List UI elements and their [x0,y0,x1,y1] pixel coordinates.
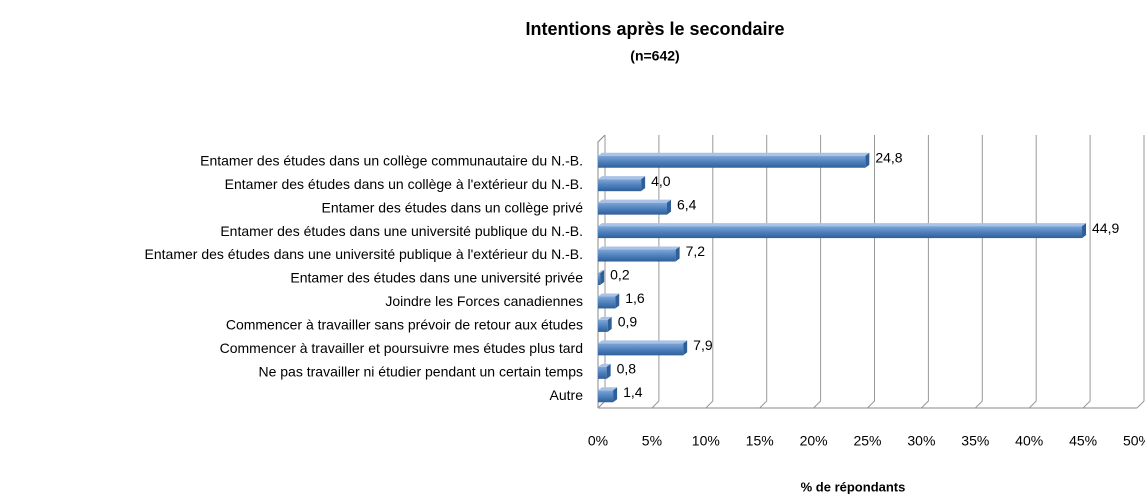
bar-end [666,199,671,215]
y-tick-label: Autre [550,387,584,403]
bar-end [683,340,688,356]
bar-top [598,199,671,203]
bar-top [598,223,1087,227]
x-tick-label: 15% [746,433,774,449]
bar-end [606,363,611,379]
bar-end [641,176,646,192]
value-label: 6,4 [677,196,697,212]
bar-top [598,363,611,367]
value-label: 24,8 [875,149,902,165]
bar-top [598,293,620,297]
value-label: 44,9 [1092,220,1119,236]
x-tick-label: 45% [1069,433,1097,449]
y-tick-label: Entamer des études dans une université p… [220,223,583,239]
grid-line [705,135,714,409]
y-tick-label: Commencer à travailler et poursuivre mes… [220,340,583,356]
bar [598,226,1083,239]
value-label: 7,9 [693,337,713,353]
x-tick-label: 20% [800,433,828,449]
bar-top [598,387,618,391]
value-label: 1,6 [625,290,645,306]
y-tick-label: Entamer des études dans un collège à l'e… [225,176,583,192]
grid-line [1136,135,1145,409]
bar [598,179,642,192]
bar [598,249,676,262]
bar-end [607,316,612,332]
bar-top [598,152,870,156]
chart-title: Intentions après le secondaire [525,19,784,39]
bar [598,202,667,215]
bar [598,319,608,332]
grid-line [867,135,875,409]
x-tick-label: 40% [1015,433,1043,449]
bar-end [615,293,620,309]
x-tick-label: 35% [961,433,989,449]
bar [598,296,616,309]
grid-line [974,135,983,409]
value-label: 7,2 [686,243,706,259]
y-tick-label: Entamer des études dans une université p… [145,246,583,262]
bar-top [598,340,688,344]
y-tick-label: Entamer des études dans un collège commu… [200,152,583,168]
y-tick-label: Joindre les Forces canadiennes [385,293,583,309]
grid-line [759,135,768,409]
y-tick-label: Entamer des études dans un collège privé [322,199,584,215]
x-tick-label: 50% [1123,433,1145,449]
grid-line [921,135,929,409]
bar-top [598,316,612,320]
grid-line [1082,135,1091,409]
value-label: 1,4 [623,384,643,400]
bar [598,390,614,403]
y-tick-label: Ne pas travailler ni étudier pendant un … [258,364,583,380]
bar-end [675,246,680,262]
bar-end [1082,223,1087,239]
chart-subtitle: (n=642) [630,48,679,64]
bar-top [598,270,605,273]
y-tick-label: Commencer à travailler sans prévoir de r… [226,317,583,333]
bar [598,366,607,379]
value-label: 0,9 [618,314,638,330]
x-tick-label: 25% [853,433,881,449]
grid-line [813,135,822,409]
bar [598,273,601,285]
x-tick-label: 30% [907,433,935,449]
value-label: 4,0 [651,173,671,189]
x-tick-label: 0% [588,433,608,449]
value-label: 0,8 [617,361,637,377]
bar-end [865,152,870,168]
grid-line [1028,135,1037,409]
x-axis-label: % de répondants [801,479,906,494]
value-label: 0,2 [610,267,630,283]
bar-top [598,176,646,180]
y-tick-label: Entamer des études dans une université p… [290,270,583,286]
x-tick-label: 5% [642,433,662,449]
x-tick-label: 10% [692,433,720,449]
bar [598,343,684,356]
bar [598,155,866,168]
bar-end [613,387,618,403]
bar-top [598,246,680,250]
bar-end [600,270,605,285]
